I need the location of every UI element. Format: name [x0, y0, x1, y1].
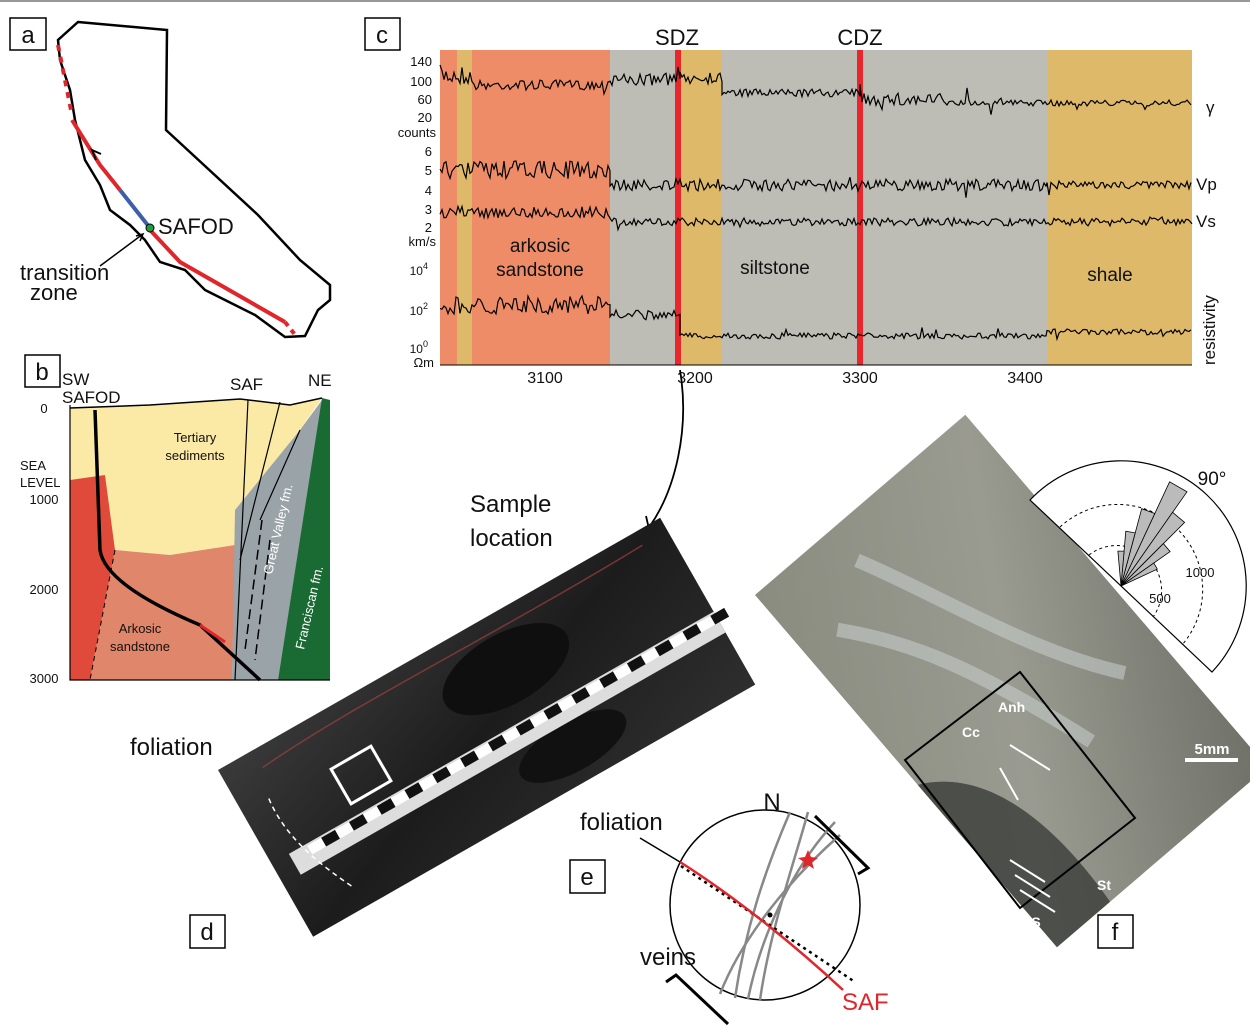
header-label: SAFOD — [62, 388, 121, 407]
sample-location-label: Sample — [470, 491, 551, 518]
mineral-label: St — [1097, 877, 1111, 893]
curve-label: resistivity — [1200, 295, 1219, 365]
page: SAFOD figure {"panel_a":{"label":"a","si… — [0, 0, 1250, 1026]
tick-exponent: 4 — [423, 261, 428, 271]
unit-label: Tertiary — [174, 430, 217, 445]
curve-label: Vs — [1196, 212, 1216, 231]
x-tick-label: 3300 — [842, 370, 878, 387]
lithology-label: shale — [1087, 265, 1132, 286]
tick-exponent: 2 — [423, 301, 428, 311]
saf-label: SAF — [842, 989, 889, 1016]
annotation: zone — [30, 280, 78, 305]
y-tick-label: 100 — [410, 339, 428, 356]
unit-label: Arkosic — [119, 621, 162, 636]
header-label: NE — [308, 371, 332, 390]
y-tick-label: 4 — [425, 183, 432, 198]
band-shale — [457, 50, 472, 365]
y-tick-label: 140 — [410, 54, 432, 69]
y-unit: km/s — [409, 234, 437, 249]
curve-label: γ — [1206, 98, 1215, 117]
rose-angle: 90° — [1198, 469, 1227, 490]
y-tick-label: 5 — [425, 163, 432, 178]
sample-location-label: location — [470, 525, 553, 552]
zone-label: CDZ — [837, 25, 882, 50]
unit-label: sediments — [165, 448, 225, 463]
safod-site — [146, 224, 154, 232]
rose-ring-label: 500 — [1149, 591, 1171, 606]
zone-label: SDZ — [655, 25, 699, 50]
mineral-label: Cc — [962, 724, 980, 740]
california-outline — [58, 22, 330, 337]
y-tick-label: 6 — [425, 144, 432, 159]
body: a SAFOD transition zone b SW SAFOD SAF N… — [0, 0, 1250, 1026]
annotation-arrow — [100, 234, 143, 266]
site-label: SAFOD — [158, 214, 234, 239]
band-shale — [1047, 50, 1192, 365]
y-tick-label: 102 — [410, 301, 428, 318]
lithology-label: siltstone — [740, 258, 810, 279]
north-label: N — [763, 789, 780, 816]
band-arkosic — [440, 50, 457, 365]
center-point — [768, 913, 773, 918]
panel-label: d — [200, 919, 213, 946]
y-unit: counts — [398, 125, 437, 140]
unit-label: sandstone — [110, 639, 170, 654]
y-tick-label: 104 — [410, 261, 428, 278]
sea-level-label: SEA — [20, 458, 46, 473]
header-label: SAF — [230, 375, 263, 394]
panel-label: c — [376, 22, 388, 49]
lithology-label: sandstone — [496, 260, 584, 281]
lithology-label: arkosic — [510, 236, 570, 257]
sample-arrow — [650, 370, 683, 526]
veins-label: veins — [640, 944, 696, 971]
depth-tick-label: 1000 — [30, 492, 59, 507]
scale-label: 5mm — [1194, 741, 1229, 758]
lithology-bands — [440, 50, 1192, 365]
rose-ring-label: 1000 — [1186, 565, 1215, 580]
tick-base: 10 — [410, 264, 424, 278]
tick-base: 10 — [410, 342, 424, 356]
foliation-label: foliation — [130, 734, 213, 761]
tick-base: 10 — [410, 304, 424, 318]
cdz-zone — [857, 50, 863, 365]
band-shale — [680, 50, 722, 365]
panel-label: e — [580, 864, 593, 891]
depth-tick-label: 0 — [40, 401, 47, 416]
mineral-label: Anh — [998, 699, 1025, 715]
y-tick-label: 2 — [425, 220, 432, 235]
panel-label: f — [1112, 919, 1119, 946]
depth-tick-label: 2000 — [30, 582, 59, 597]
y-tick-label: 20 — [418, 110, 432, 125]
foliation-label: foliation — [580, 809, 663, 836]
x-tick-label: 3400 — [1007, 370, 1043, 387]
depth-tick-label: 3000 — [30, 671, 59, 686]
y-tick-label: 60 — [418, 92, 432, 107]
panel-label: a — [21, 22, 35, 49]
header-label: SW — [62, 370, 89, 389]
band-arkosic — [472, 50, 610, 365]
x-tick-label: 3100 — [527, 370, 563, 387]
curve-label: Vp — [1196, 175, 1217, 194]
pointer — [640, 838, 680, 862]
tick-exponent: 0 — [423, 339, 428, 349]
figure: a SAFOD transition zone b SW SAFOD SAF N… — [0, 0, 1250, 1026]
panel-label: b — [35, 359, 48, 386]
y-tick-label: 3 — [425, 202, 432, 217]
mineral-label: SS — [1022, 914, 1041, 930]
y-unit: Ωm — [413, 355, 434, 370]
y-tick-label: 100 — [410, 74, 432, 89]
sea-level-label: LEVEL — [20, 475, 60, 490]
